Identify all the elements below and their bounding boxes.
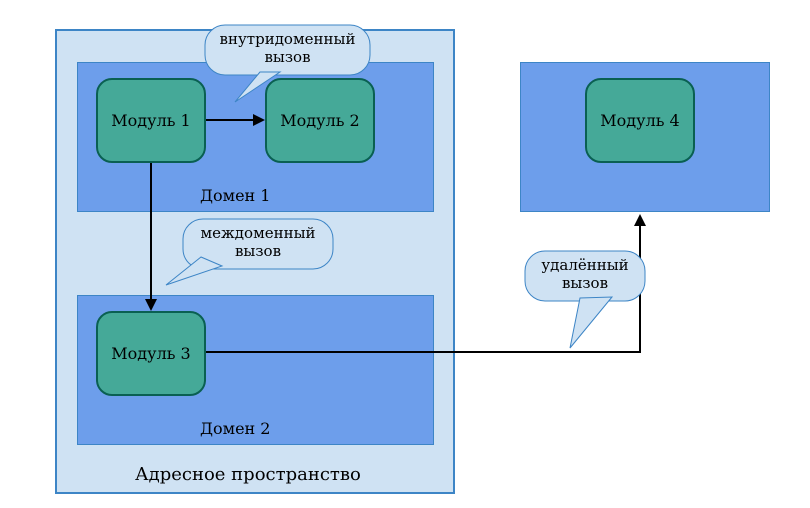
domain2-label: Домен 2 bbox=[200, 419, 270, 438]
domain1-label: Домен 1 bbox=[200, 186, 270, 205]
address-space-label: Адресное пространство bbox=[135, 464, 361, 485]
callout-remote: удалённый вызов bbox=[525, 256, 645, 292]
module-1-label: Модуль 1 bbox=[111, 111, 190, 130]
module-2: Модуль 2 bbox=[265, 78, 375, 163]
module-1: Модуль 1 bbox=[96, 78, 206, 163]
callout-remote-line1: удалённый bbox=[541, 256, 628, 274]
module-3-label: Модуль 3 bbox=[111, 344, 190, 363]
module-4: Модуль 4 bbox=[585, 78, 695, 163]
module-3: Модуль 3 bbox=[96, 311, 206, 396]
module-2-label: Модуль 2 bbox=[280, 111, 359, 130]
module-4-label: Модуль 4 bbox=[600, 111, 679, 130]
callout-remote-line2: вызов bbox=[562, 274, 608, 292]
